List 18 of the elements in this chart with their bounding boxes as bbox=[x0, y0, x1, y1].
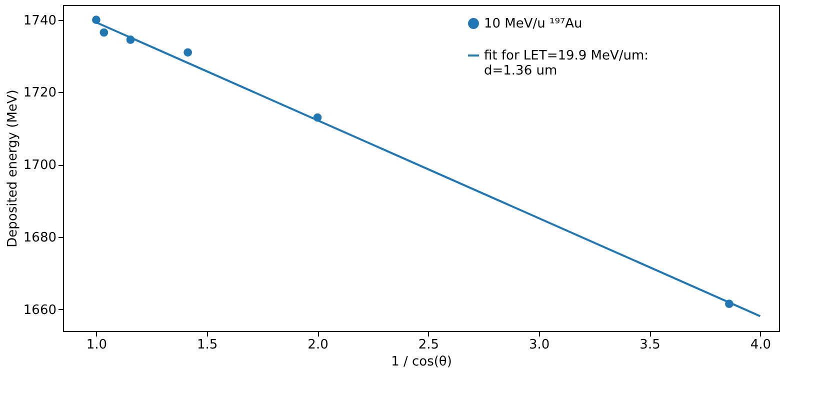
x-tick-label: 3.5 bbox=[640, 338, 660, 352]
x-tick-label: 2.5 bbox=[418, 338, 440, 352]
legend-label: fit for LET=19.9 MeV/um: d=1.36 um bbox=[484, 48, 649, 78]
y-tick-label: 1740 bbox=[23, 13, 56, 28]
x-tick-label: 2.0 bbox=[308, 338, 328, 352]
y-tick-label: 1680 bbox=[23, 230, 56, 246]
y-tick-label: 1720 bbox=[23, 86, 56, 101]
x-tick-label: 3.0 bbox=[529, 338, 550, 352]
x-tick-label: 4.0 bbox=[750, 338, 772, 352]
y-axis-title: Deposited energy (MeV) bbox=[5, 90, 20, 248]
point bbox=[100, 28, 108, 37]
x-tick-label: 1.5 bbox=[197, 338, 218, 352]
y-tick-label: 1700 bbox=[23, 158, 56, 174]
legend-label: 10 MeV/u ¹⁹⁷Au bbox=[484, 16, 582, 32]
point bbox=[184, 48, 192, 57]
x-tick-label: 1.0 bbox=[86, 338, 108, 352]
x-axis-title: 1 / cos(θ) bbox=[391, 354, 452, 370]
y-tick-label: 1660 bbox=[23, 302, 56, 318]
